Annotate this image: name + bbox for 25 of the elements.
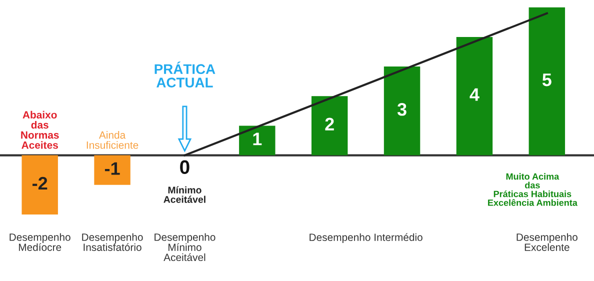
data-label: 3 xyxy=(397,102,406,116)
bar xyxy=(311,96,348,156)
bar xyxy=(239,126,276,156)
annotation: PRÁTICA ACTUAL xyxy=(154,62,216,88)
x-tick-label: Desempenho Mínimo Aceitável xyxy=(154,233,216,262)
x-tick-label: Desempenho Excelente xyxy=(516,233,578,251)
data-label: -1 xyxy=(104,162,120,175)
bar xyxy=(384,66,420,156)
x-tick-label: Desempenho Insatisfatório xyxy=(82,233,143,251)
data-label: 0 xyxy=(180,160,190,174)
data-label: 5 xyxy=(542,74,552,86)
bar xyxy=(22,155,58,214)
annotation: Mínimo Aceitável xyxy=(164,186,206,203)
bar xyxy=(94,155,130,185)
x-tick-label: Desempenho Medíocre xyxy=(10,233,70,251)
data-label: 2 xyxy=(325,118,334,130)
annotation: Abaixo das Normas Aceites xyxy=(21,110,59,149)
text: Desempenho Intermédio xyxy=(310,233,422,244)
bar xyxy=(456,36,493,156)
annotation: Muito Acima das Práticas Habituais Excelência Ambienta xyxy=(488,173,578,206)
data-label: -2 xyxy=(32,176,48,190)
data-label: 4 xyxy=(470,88,480,101)
annotation: Ainda Insuficiente xyxy=(86,131,138,149)
data-label: 1 xyxy=(253,132,262,146)
bar xyxy=(528,7,566,156)
